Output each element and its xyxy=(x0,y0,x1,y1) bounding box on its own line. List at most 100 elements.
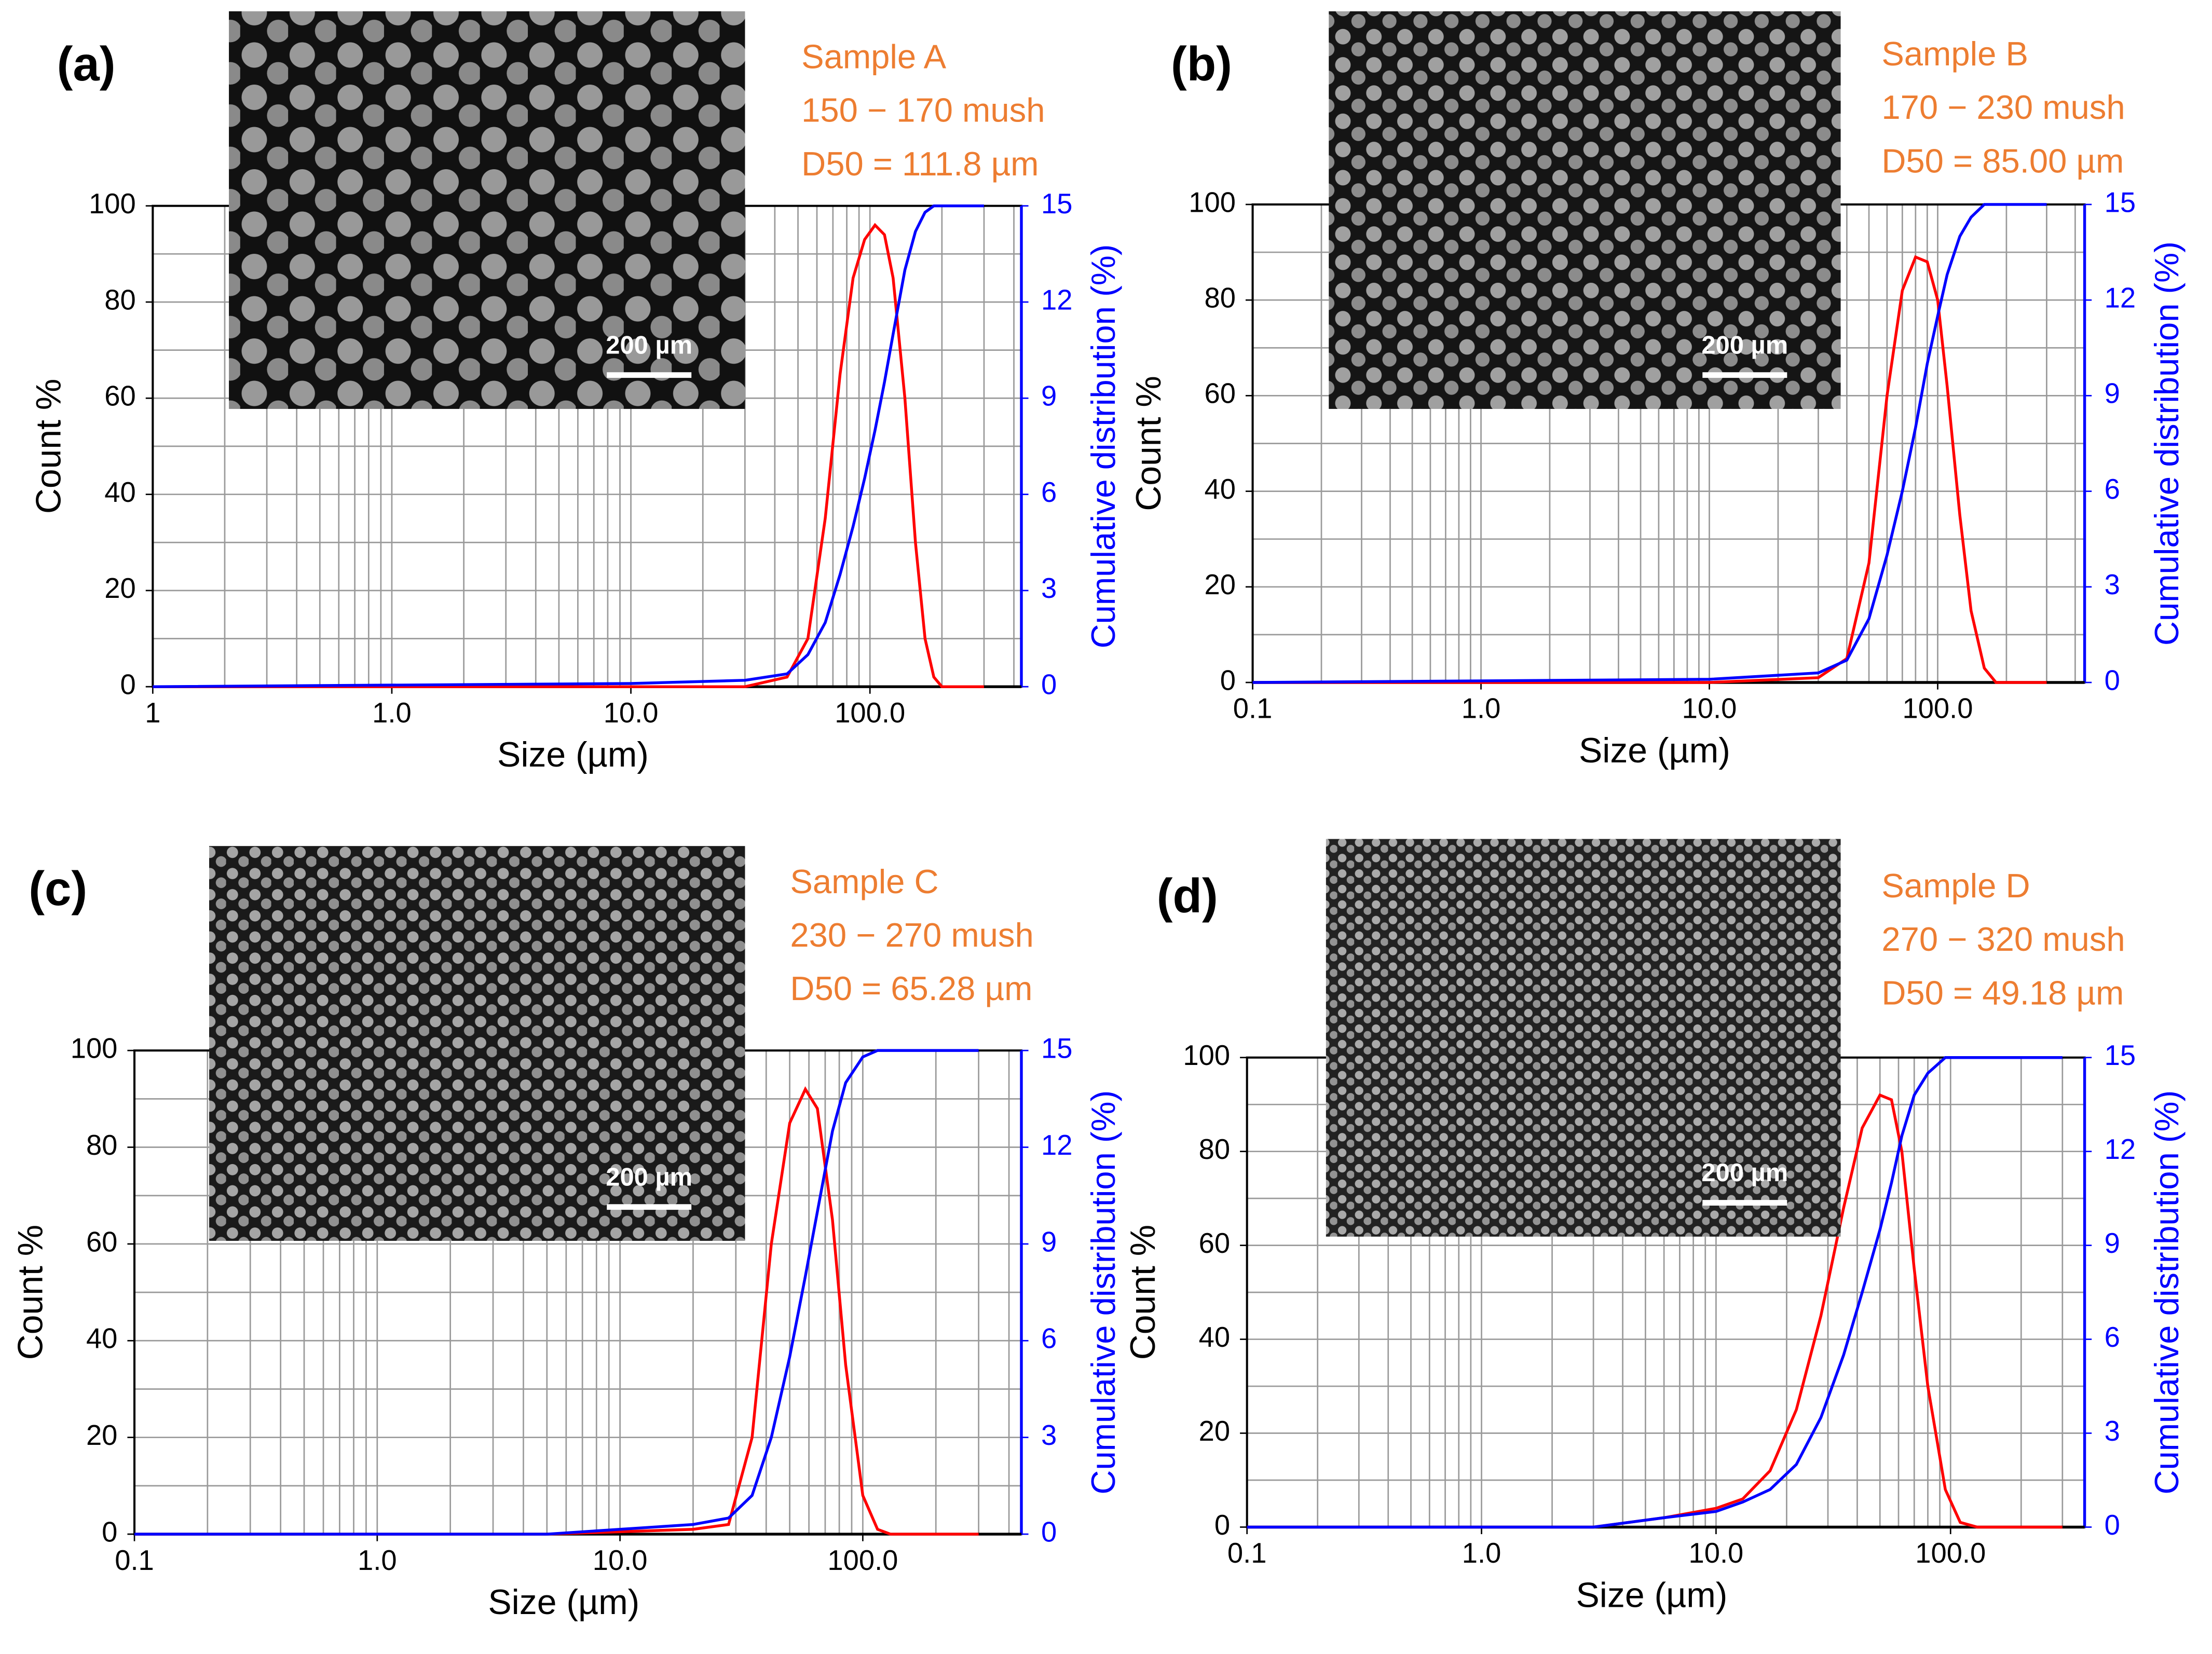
y-tick-label: 80 xyxy=(86,1129,117,1161)
y2-tick-label: 3 xyxy=(2105,569,2120,600)
y-tick-label: 20 xyxy=(86,1419,117,1451)
y-tick-label: 0 xyxy=(1220,664,1236,696)
y-tick-label: 20 xyxy=(1205,569,1236,600)
y-tick-label: 0 xyxy=(1214,1509,1230,1541)
sem-inset xyxy=(209,846,745,1241)
annotation: Sample D xyxy=(1881,867,2030,905)
y2-tick-label: 15 xyxy=(1041,188,1072,220)
x-tick-label: 100.0 xyxy=(827,1544,898,1576)
x-axis-label: Size (µm) xyxy=(497,735,649,774)
x-tick-label: 100.0 xyxy=(835,697,905,729)
y-tick-label: 100 xyxy=(1189,186,1236,218)
y-tick-label: 100 xyxy=(1183,1040,1230,1071)
annotation: 150 − 170 mush xyxy=(801,91,1045,129)
x-tick-label: 10.0 xyxy=(1682,693,1737,725)
data-line xyxy=(1247,1056,2063,1529)
y2-tick-label: 3 xyxy=(2105,1415,2120,1447)
y-axis-label: Count % xyxy=(1129,376,1168,511)
data-line xyxy=(153,223,984,688)
y2-tick-label: 9 xyxy=(1041,1226,1057,1257)
y2-tick-label: 0 xyxy=(1041,669,1057,701)
annotation: Sample C xyxy=(790,863,938,900)
x-axis-label: Size (µm) xyxy=(1576,1576,1728,1615)
y-tick-label: 20 xyxy=(104,572,135,604)
y2-tick-label: 15 xyxy=(2105,186,2136,218)
y2-tick-label: 6 xyxy=(2105,473,2120,505)
annotation: D50 = 49.18 µm xyxy=(1881,974,2124,1011)
y2-tick-label: 6 xyxy=(1041,476,1057,508)
x-tick-label: 10.0 xyxy=(604,697,659,729)
x-tick-label: 10.0 xyxy=(593,1544,648,1576)
data-line xyxy=(153,204,984,688)
sem-inset xyxy=(1326,839,1841,1237)
y2-tick-label: 3 xyxy=(1041,1419,1057,1451)
y-tick-label: 0 xyxy=(102,1516,117,1548)
panel: 0.1 1.0 10.0 100.0 0 20 40 60 80 100 0 3 6 9 12 15 Size … xyxy=(1129,11,2186,770)
scale-bar-label: 200 µm xyxy=(606,331,692,359)
y2-tick-label: 12 xyxy=(1041,284,1072,316)
y2-tick-label: 12 xyxy=(2105,282,2136,314)
y2-tick-label: 15 xyxy=(2105,1040,2136,1071)
sem-inset xyxy=(1329,11,1841,409)
sem-inset xyxy=(229,11,745,409)
annotation: D50 = 65.28 µm xyxy=(790,969,1032,1007)
annotation: D50 = 85.00 µm xyxy=(1881,142,2124,180)
x-tick-label: 1.0 xyxy=(1462,693,1501,725)
x-axis-label: Size (µm) xyxy=(488,1583,639,1622)
y2-tick-label: 6 xyxy=(2105,1321,2120,1353)
panel: 1 1.0 10.0 100.0 0 20 40 60 80 100 0 3 6 9 12 15 Size (µ… xyxy=(30,11,1122,774)
data-line xyxy=(134,1049,979,1536)
y2-tick-label: 0 xyxy=(2105,1509,2120,1541)
y2-axis-label: Cumulative distribution (%) xyxy=(2148,1090,2186,1495)
panel-label: (d) xyxy=(1157,869,1218,923)
annotation: 230 − 270 mush xyxy=(790,916,1033,954)
y-tick-label: 0 xyxy=(120,669,136,701)
y-tick-label: 40 xyxy=(1205,473,1236,505)
x-tick-label: 1.0 xyxy=(358,1544,397,1576)
panel-label: (a) xyxy=(57,37,116,91)
x-axis-label: Size (µm) xyxy=(1579,731,1730,770)
y-tick-label: 60 xyxy=(104,380,135,412)
panel-label: (b) xyxy=(1171,37,1232,91)
y-tick-label: 100 xyxy=(89,188,136,220)
y2-tick-label: 9 xyxy=(1041,380,1057,412)
scale-bar-label: 200 µm xyxy=(606,1163,692,1191)
x-tick-label: 10.0 xyxy=(1689,1537,1744,1569)
y-axis-label: Count % xyxy=(30,379,69,514)
y-axis-label: Count % xyxy=(11,1225,50,1360)
panel: 0.1 1.0 10.0 100.0 0 20 40 60 80 100 0 3 6 9 12 15 Size … xyxy=(11,846,1122,1622)
y-axis-label: Count % xyxy=(1124,1225,1163,1360)
x-tick-label: 0.1 xyxy=(1233,693,1273,725)
y-tick-label: 20 xyxy=(1199,1415,1230,1447)
y-tick-label: 60 xyxy=(1199,1227,1230,1259)
x-tick-label: 0.1 xyxy=(1227,1537,1267,1569)
panel: 0.1 1.0 10.0 100.0 0 20 40 60 80 100 0 3 6 9 12 15 Size … xyxy=(1124,839,2186,1615)
y-tick-label: 60 xyxy=(86,1226,117,1257)
y2-tick-label: 12 xyxy=(1041,1129,1072,1161)
y2-axis-label: Cumulative distribution (%) xyxy=(1084,244,1122,648)
x-tick-label: 1.0 xyxy=(1462,1537,1501,1569)
y2-tick-label: 3 xyxy=(1041,572,1057,604)
annotation: 270 − 320 mush xyxy=(1881,920,2125,958)
y2-tick-label: 15 xyxy=(1041,1032,1072,1064)
y2-tick-label: 9 xyxy=(2105,1227,2120,1259)
y-tick-label: 80 xyxy=(104,284,135,316)
panel-label: (c) xyxy=(29,862,87,915)
annotation: D50 = 111.8 µm xyxy=(801,145,1039,183)
y2-tick-label: 0 xyxy=(2105,664,2120,696)
data-line xyxy=(134,1086,979,1536)
y2-tick-label: 9 xyxy=(2105,378,2120,409)
y2-axis-label: Cumulative distribution (%) xyxy=(2148,241,2186,646)
annotation: Sample B xyxy=(1881,35,2028,73)
y2-tick-label: 0 xyxy=(1041,1516,1057,1548)
x-tick-label: 1 xyxy=(145,697,160,729)
y-tick-label: 100 xyxy=(71,1032,118,1064)
y-tick-label: 40 xyxy=(86,1323,117,1355)
y-tick-label: 60 xyxy=(1205,378,1236,409)
x-tick-label: 100.0 xyxy=(1915,1537,1986,1569)
y2-axis-label: Cumulative distribution (%) xyxy=(1084,1090,1122,1495)
annotation: Sample A xyxy=(801,37,947,75)
scale-bar-label: 200 µm xyxy=(1701,1159,1788,1187)
